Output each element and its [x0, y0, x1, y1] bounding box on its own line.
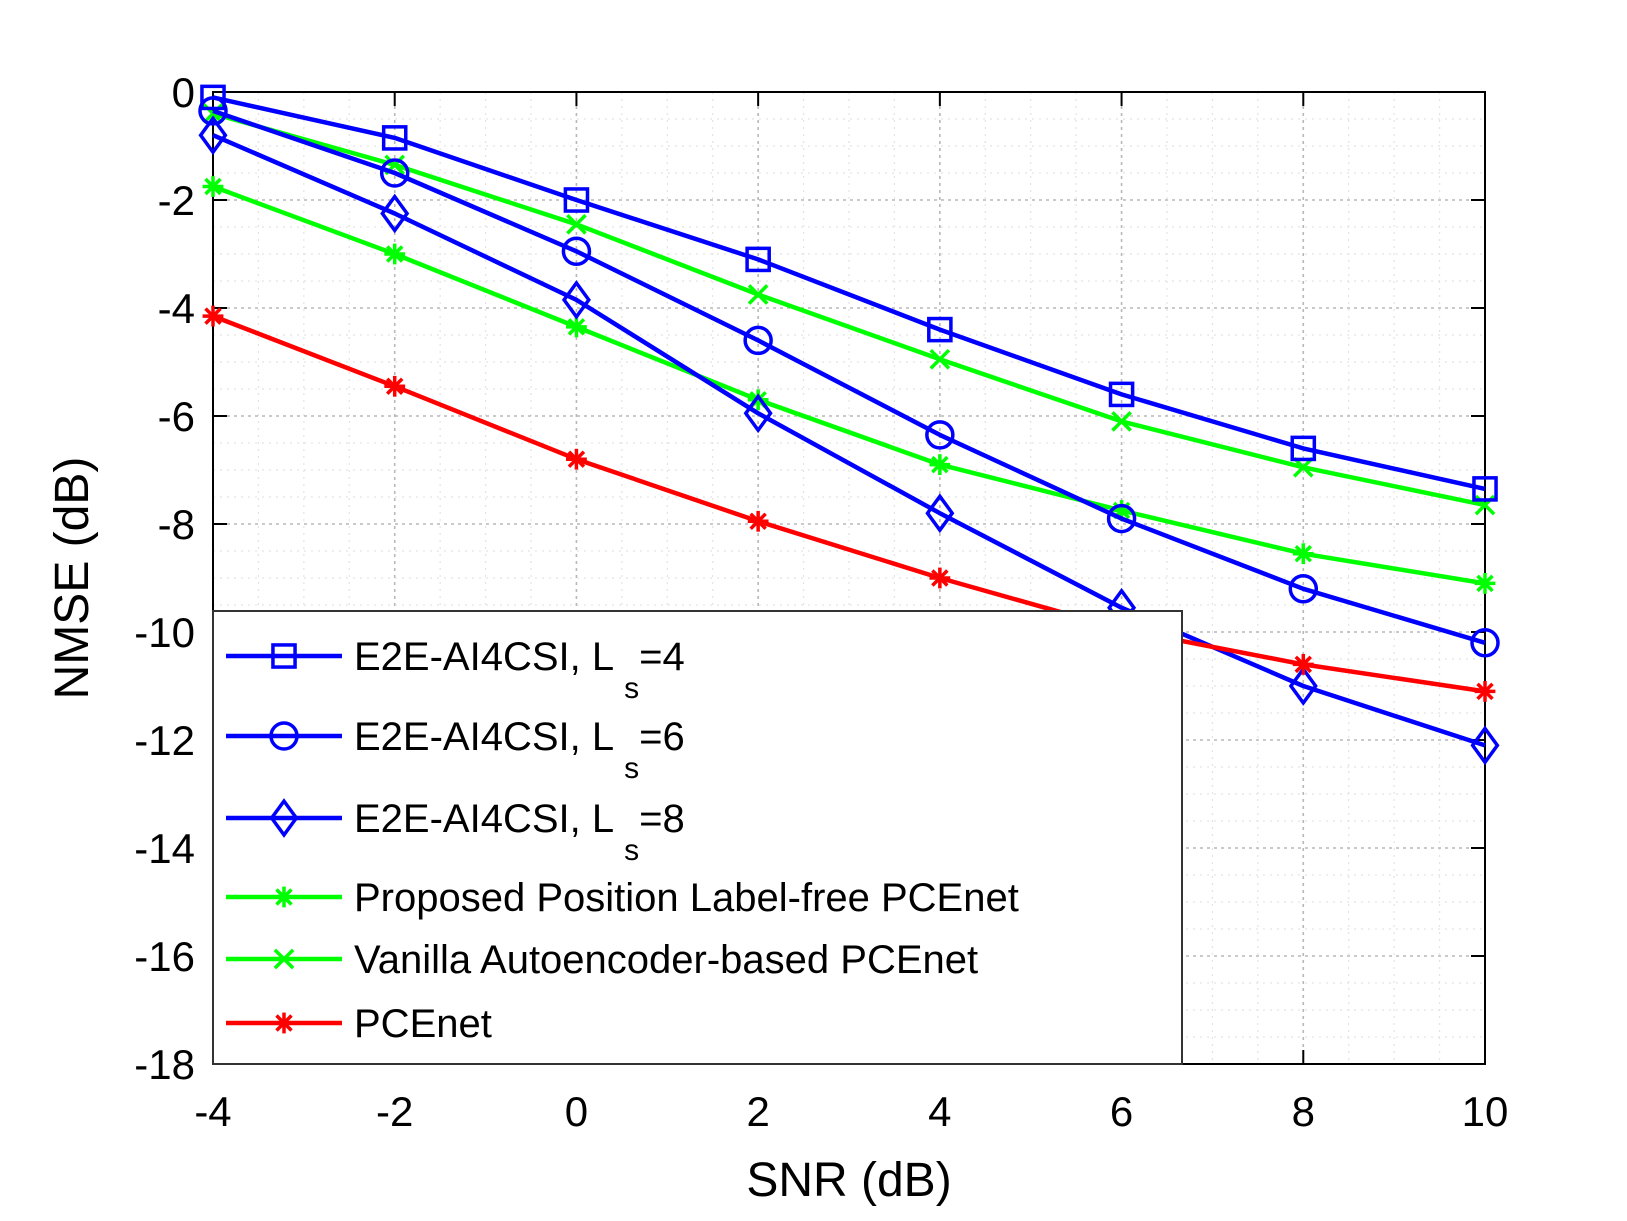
data-point-marker	[1470, 725, 1500, 766]
y-tick-label: -6	[158, 393, 195, 440]
legend-entry-5: Vanilla Autoencoder-based PCEnet	[226, 938, 978, 982]
data-point-marker	[566, 448, 587, 470]
legend-label: Vanilla Autoencoder-based PCEnet	[354, 938, 978, 982]
series-5	[202, 103, 1496, 516]
x-tick-label: 8	[1292, 1088, 1315, 1135]
legend-label: E2E-AI4CSI, Ls=8	[354, 797, 685, 867]
axis-ticks: -4 -2 0 2 4 6 8 10 0 -2 -4 -6 -8 -10 -12 -14 -16 -18	[134, 69, 1508, 1135]
x-tick-label: 0	[565, 1088, 588, 1135]
y-tick-label: -18	[134, 1041, 195, 1088]
series-line	[212, 95, 1486, 492]
data-point-marker	[929, 567, 951, 589]
data-point-marker	[929, 348, 951, 370]
data-point-marker	[269, 798, 299, 838]
data-point-marker	[269, 721, 299, 751]
series-2	[198, 96, 1500, 658]
data-point-marker	[929, 454, 951, 475]
legend-entry-6: PCEnet	[226, 1002, 492, 1046]
series-line	[212, 108, 1486, 645]
data-point-marker	[200, 84, 226, 111]
series-line	[212, 133, 1486, 748]
data-point-marker	[747, 510, 769, 532]
series-line	[212, 111, 1486, 508]
data-point-marker	[925, 420, 955, 450]
legend-label: E2E-AI4CSI, Ls=4	[354, 635, 685, 705]
legend-entry-3: E2E-AI4CSI, Ls=8	[226, 797, 685, 867]
series-line	[212, 184, 1486, 586]
data-point-marker	[1474, 573, 1496, 594]
legend: E2E-AI4CSI, Ls=4 E2E-AI4CSI, Ls=6 E2E-AI4C…	[212, 610, 1183, 1065]
series-line	[212, 314, 1486, 694]
data-point-marker	[381, 125, 408, 151]
data-point-marker	[380, 193, 410, 234]
y-axis-label: NMSE (dB)	[46, 457, 99, 700]
data-point-marker	[566, 316, 587, 338]
data-point-marker	[384, 243, 406, 265]
data-point-marker	[273, 948, 295, 970]
data-point-marker	[566, 213, 587, 235]
data-point-marker	[743, 325, 773, 356]
data-point-marker	[1292, 543, 1314, 565]
data-point-marker	[747, 284, 769, 305]
data-point-marker	[743, 393, 773, 434]
data-point-marker	[379, 158, 410, 188]
data-point-marker	[745, 246, 771, 273]
data-point-marker	[1108, 381, 1135, 408]
data-point-marker	[271, 643, 297, 669]
data-point-marker	[563, 187, 590, 213]
x-tick-label: -2	[376, 1088, 413, 1135]
y-tick-label: -10	[134, 609, 195, 656]
data-point-marker	[1288, 574, 1319, 604]
y-tick-label: 0	[172, 69, 195, 116]
data-point-marker	[202, 176, 224, 197]
data-point-marker	[198, 96, 228, 126]
data-point-marker	[561, 280, 591, 320]
data-point-marker	[1111, 411, 1132, 432]
data-point-marker	[1288, 666, 1318, 706]
y-tick-label: -2	[158, 177, 195, 224]
series-1	[200, 84, 1498, 502]
y-tick-label: -14	[134, 825, 195, 872]
legend-label: Proposed Position Label-free PCEnet	[354, 876, 1019, 920]
x-tick-label: -4	[194, 1088, 231, 1135]
x-tick-label: 4	[928, 1088, 951, 1135]
data-point-marker	[561, 236, 592, 267]
data-point-marker	[273, 1012, 295, 1034]
data-point-marker	[927, 316, 953, 343]
x-tick-label: 6	[1110, 1088, 1133, 1135]
data-point-marker	[273, 886, 295, 908]
x-tick-label: 2	[746, 1088, 769, 1135]
data-point-marker	[1290, 435, 1317, 462]
data-point-marker	[384, 375, 406, 397]
data-point-marker	[198, 115, 228, 156]
y-tick-label: -8	[158, 501, 195, 548]
x-axis-label: SNR (dB)	[746, 1154, 951, 1207]
y-tick-label: -4	[158, 285, 195, 332]
data-point-marker	[1106, 503, 1137, 534]
series-4	[202, 176, 1496, 594]
legend-entry-1: E2E-AI4CSI, Ls=4	[226, 635, 685, 705]
x-tick-label: 10	[1462, 1088, 1509, 1135]
legend-box	[212, 610, 1183, 1065]
data-point-marker	[1292, 456, 1314, 478]
series-layer	[198, 84, 1500, 766]
data-point-marker	[1474, 681, 1496, 702]
legend-label: PCEnet	[354, 1002, 492, 1046]
data-point-marker	[1472, 476, 1498, 502]
legend-entry-4: Proposed Position Label-free PCEnet	[226, 876, 1019, 920]
data-point-marker	[1292, 654, 1314, 675]
data-point-marker	[202, 305, 224, 327]
y-tick-label: -12	[134, 717, 195, 764]
legend-entry-2: E2E-AI4CSI, Ls=6	[226, 715, 685, 785]
y-tick-label: -16	[134, 933, 195, 980]
data-point-marker	[925, 493, 955, 534]
legend-label: E2E-AI4CSI, Ls=6	[354, 715, 685, 785]
data-point-marker	[1470, 628, 1500, 658]
